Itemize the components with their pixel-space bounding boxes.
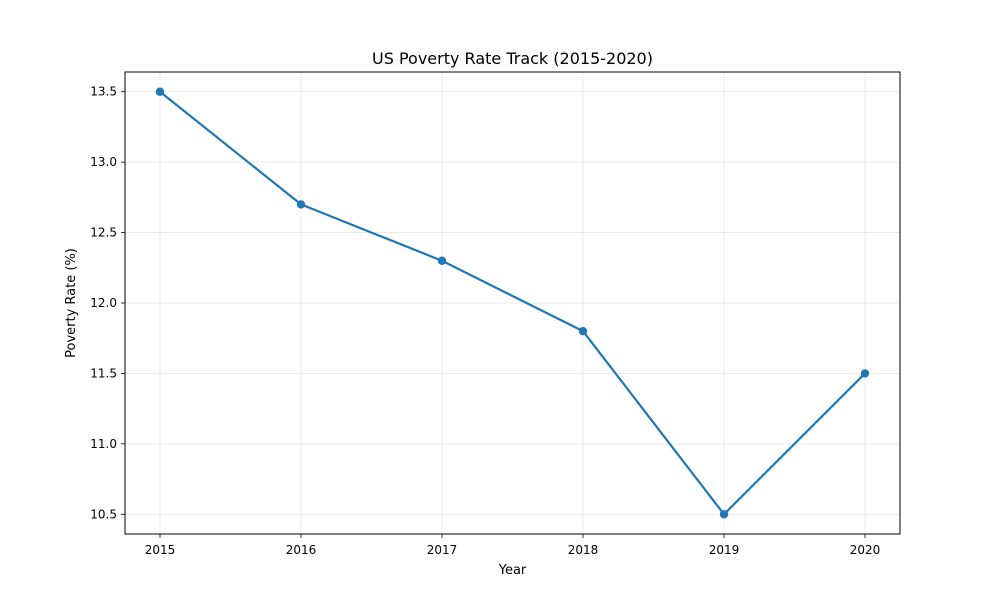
x-tick-label: 2017	[427, 543, 458, 557]
y-tick-label: 12.0	[90, 296, 117, 310]
chart-title: US Poverty Rate Track (2015-2020)	[372, 49, 653, 68]
x-tick-label: 2019	[709, 543, 740, 557]
y-tick-label: 11.5	[90, 366, 117, 380]
data-point	[860, 369, 870, 378]
y-tick-label: 13.0	[90, 155, 117, 169]
y-tick-label: 13.5	[90, 85, 117, 99]
data-point	[578, 326, 588, 336]
x-axis-ticks: 2015 2016 2017 2018 2019 2020	[145, 534, 881, 557]
y-tick-label: 12.5	[90, 226, 117, 240]
data-point	[155, 87, 165, 96]
x-tick-label: 2016	[286, 543, 317, 557]
grid	[125, 72, 900, 534]
x-axis-title: Year	[498, 563, 527, 578]
x-tick-label: 2018	[568, 543, 599, 557]
series-group	[155, 87, 870, 519]
series-line	[158, 90, 867, 516]
data-point	[437, 256, 447, 265]
x-tick-label: 2020	[850, 543, 881, 557]
y-tick-label: 11.0	[90, 437, 117, 451]
x-tick-label: 2015	[145, 543, 176, 557]
y-axis-title: Poverty Rate (%)	[64, 248, 79, 358]
data-point	[719, 510, 729, 519]
y-axis-ticks: 10.5 11.0 11.5 12.0 12.5 13.0 13.5	[90, 85, 125, 521]
y-tick-label: 10.5	[90, 507, 117, 521]
data-point	[296, 200, 306, 209]
